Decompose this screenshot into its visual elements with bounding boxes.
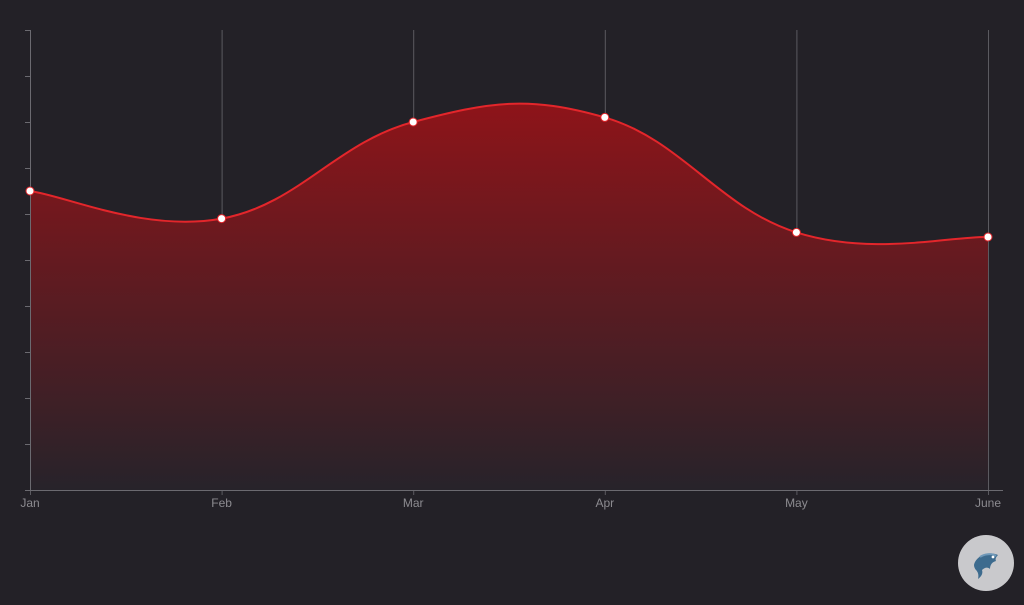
- data-point-may: [791, 227, 801, 237]
- series-line: [29, 102, 989, 246]
- data-points: [25, 112, 993, 242]
- data-point-mar: [408, 117, 418, 127]
- x-tick-label-may: May: [785, 496, 808, 510]
- x-tick-label-mar: Mar: [403, 496, 424, 510]
- x-tick-labels: Jan Feb Mar Apr May June: [20, 496, 1001, 510]
- fish-logo-button[interactable]: [958, 535, 1014, 591]
- data-point-june: [983, 232, 993, 242]
- x-tick-label-apr: Apr: [595, 496, 614, 510]
- data-point-feb: [217, 214, 227, 224]
- series-area: [30, 103, 988, 490]
- data-point-jan: [25, 186, 35, 196]
- x-tick-label-june: June: [975, 496, 1001, 510]
- x-tick-label-feb: Feb: [211, 496, 232, 510]
- x-tick-label-jan: Jan: [20, 496, 39, 510]
- fish-icon: [974, 553, 998, 579]
- data-point-apr: [600, 112, 610, 122]
- axes: [25, 30, 1003, 491]
